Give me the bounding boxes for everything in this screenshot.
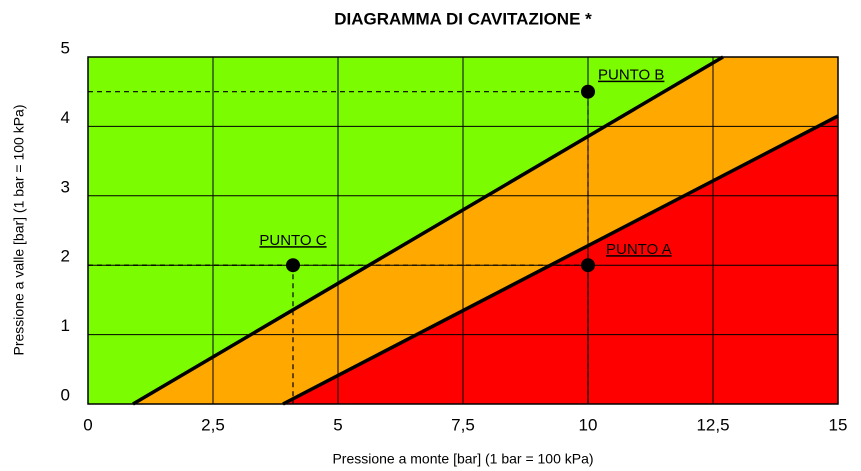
x-tick-label: 2,5 (201, 415, 225, 434)
x-tick-label: 0 (83, 415, 92, 434)
x-tick-label: 5 (333, 415, 342, 434)
y-tick-label: 0 (61, 385, 70, 404)
point (581, 84, 595, 99)
x-tick-label: 15 (829, 415, 848, 434)
x-tick-label: 12,5 (696, 415, 729, 434)
point-label: PUNTO C (259, 232, 326, 249)
y-tick-label: 3 (61, 177, 70, 196)
chart-title: DIAGRAMMA DI CAVITAZIONE * (334, 9, 592, 28)
y-tick-label: 1 (61, 316, 70, 335)
boundary-line (282, 114, 839, 406)
plot-border (87, 56, 839, 405)
x-axis-label: Pressione a monte [bar] (1 bar = 100 kPa… (332, 451, 593, 467)
point (286, 258, 300, 273)
point-label: PUNTO B (598, 67, 664, 84)
x-tick-label: 7,5 (451, 415, 475, 434)
y-tick-label: 4 (61, 108, 70, 127)
y-tick-label: 2 (61, 247, 70, 266)
x-tick-label: 10 (579, 415, 598, 434)
y-axis-label: Pressione a valle [bar] (1 bar = 100 kPa… (11, 105, 27, 356)
point-label: PUNTO A (606, 241, 672, 258)
boundary-line (132, 55, 724, 406)
y-tick-label: 5 (61, 38, 70, 57)
